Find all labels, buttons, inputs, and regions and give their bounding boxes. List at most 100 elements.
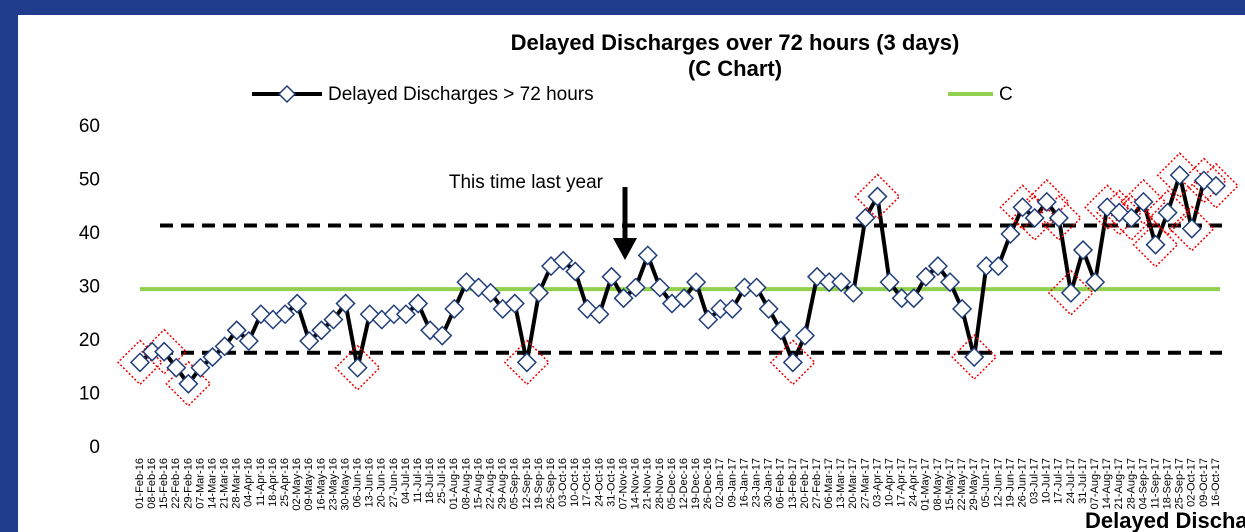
x-tick-label: 28-Aug-17 bbox=[1125, 458, 1137, 509]
x-tick-label: 11-Jul-16 bbox=[412, 458, 424, 503]
data-point bbox=[903, 288, 924, 309]
data-point bbox=[299, 330, 320, 352]
x-tick-label: 01-May-17 bbox=[920, 458, 932, 511]
data-point bbox=[553, 250, 574, 271]
x-tick-label: 04-Jul-16 bbox=[400, 458, 412, 504]
special-cause-marker bbox=[1168, 205, 1215, 252]
legend-label: C bbox=[999, 84, 1013, 105]
x-tick-label: 15-Feb-16 bbox=[158, 458, 170, 509]
data-point bbox=[480, 282, 501, 303]
footer-text: Delayed Discharges bbox=[1085, 508, 1245, 532]
x-tick-label: 08-Feb-16 bbox=[146, 458, 158, 509]
special-cause-marker bbox=[1035, 194, 1082, 242]
data-point bbox=[637, 245, 658, 266]
x-tick-label: 28-Nov-16 bbox=[654, 458, 666, 509]
special-cause-marker bbox=[951, 333, 998, 381]
special-cause-marker bbox=[1144, 189, 1191, 236]
x-tick-label: 30-May-16 bbox=[339, 458, 351, 511]
x-tick-label: 02-Oct-17 bbox=[1186, 458, 1198, 507]
x-tick-label: 04-Apr-16 bbox=[243, 458, 255, 507]
x-tick-label: 07-Mar-16 bbox=[194, 458, 206, 509]
data-point bbox=[1060, 282, 1081, 303]
data-point bbox=[432, 325, 453, 346]
x-tick-label: 09-Jan-17 bbox=[726, 458, 738, 508]
data-point bbox=[722, 298, 743, 319]
data-point bbox=[275, 304, 296, 325]
special-cause-marker bbox=[1120, 178, 1167, 225]
x-tick-label: 25-Apr-16 bbox=[279, 458, 291, 507]
x-tick-label: 03-Oct-16 bbox=[557, 458, 569, 507]
x-tick-label: 29-Feb-16 bbox=[182, 458, 194, 509]
x-tick-label: 06-Feb-17 bbox=[775, 458, 787, 509]
x-tick-label: 09-May-16 bbox=[303, 458, 315, 511]
special-cause-marker bbox=[165, 360, 212, 407]
data-point bbox=[625, 277, 646, 298]
x-tick-label: 15-May-17 bbox=[944, 458, 956, 511]
data-point bbox=[831, 272, 852, 293]
data-point bbox=[1024, 207, 1045, 229]
x-tick-label: 16-May-16 bbox=[315, 458, 327, 511]
data-point bbox=[1205, 175, 1227, 196]
x-tick-label: 24-Apr-17 bbox=[908, 458, 920, 507]
x-tick-label: 10-Oct-16 bbox=[569, 458, 581, 507]
x-tick-label: 08-Aug-16 bbox=[460, 458, 472, 509]
data-point bbox=[565, 261, 586, 282]
data-point bbox=[178, 373, 199, 394]
data-point bbox=[964, 346, 985, 368]
data-point bbox=[613, 288, 634, 309]
special-cause-marker bbox=[1023, 178, 1070, 225]
x-tick-label: 31-Oct-16 bbox=[605, 458, 617, 507]
x-tick-label: 06-Jun-16 bbox=[352, 458, 364, 508]
special-cause-marker bbox=[1156, 152, 1203, 199]
data-point bbox=[1181, 218, 1202, 239]
data-point bbox=[988, 256, 1009, 277]
x-tick-label: 17-Jul-17 bbox=[1053, 458, 1065, 504]
x-tick-label: 22-Feb-16 bbox=[170, 458, 182, 509]
data-point bbox=[952, 298, 973, 319]
x-tick-label: 01-Feb-16 bbox=[134, 458, 146, 509]
data-point bbox=[1145, 234, 1166, 255]
x-tick-label: 20-Feb-17 bbox=[799, 458, 811, 509]
x-tick-label: 16-Jan-17 bbox=[738, 458, 750, 508]
chart-background bbox=[18, 15, 1245, 532]
special-cause-marker bbox=[334, 344, 381, 391]
data-point bbox=[166, 357, 187, 378]
chart-subtitle: (C Chart) bbox=[688, 56, 782, 81]
x-tick-label: 01-Aug-16 bbox=[448, 458, 460, 509]
data-point bbox=[939, 272, 961, 293]
data-point bbox=[855, 207, 876, 229]
annotation-arrowhead bbox=[613, 238, 637, 260]
data-point bbox=[649, 277, 670, 298]
data-point bbox=[347, 357, 368, 378]
x-tick-label: 29-Aug-16 bbox=[497, 458, 509, 509]
x-tick-label: 05-Jun-17 bbox=[980, 458, 992, 508]
x-tick-label: 19-Sep-16 bbox=[533, 458, 545, 509]
y-tick-label: 50 bbox=[79, 170, 100, 191]
data-point bbox=[1012, 197, 1033, 218]
special-cause-marker bbox=[503, 339, 550, 386]
x-tick-label: 15-Aug-16 bbox=[472, 458, 484, 509]
legend-marker bbox=[277, 84, 297, 104]
x-tick-label: 25-Jul-16 bbox=[436, 458, 448, 504]
data-point bbox=[1072, 239, 1094, 261]
data-point bbox=[1036, 191, 1057, 212]
data-point bbox=[782, 352, 803, 373]
x-tick-label: 11-Sep-17 bbox=[1149, 458, 1161, 509]
data-point bbox=[190, 357, 211, 378]
data-point bbox=[335, 293, 356, 314]
x-tick-label: 08-May-17 bbox=[932, 458, 944, 511]
data-point bbox=[408, 293, 429, 314]
x-tick-label: 26-Jun-17 bbox=[1016, 458, 1028, 508]
x-tick-label: 02-May-16 bbox=[291, 458, 303, 511]
data-point bbox=[794, 325, 816, 346]
special-cause-marker bbox=[141, 328, 188, 375]
data-point bbox=[287, 293, 308, 314]
x-tick-label: 13-Feb-17 bbox=[787, 458, 799, 509]
x-tick-label: 18-Apr-16 bbox=[267, 458, 279, 507]
x-tick-label: 22-Aug-16 bbox=[485, 458, 497, 509]
x-tick-label: 19-Jun-17 bbox=[1004, 458, 1016, 508]
x-tick-label: 07-Aug-17 bbox=[1089, 458, 1101, 509]
x-tick-label: 23-May-16 bbox=[327, 458, 339, 511]
annotation: This time last year bbox=[449, 172, 604, 193]
x-tick-label: 26-Dec-16 bbox=[702, 458, 714, 509]
